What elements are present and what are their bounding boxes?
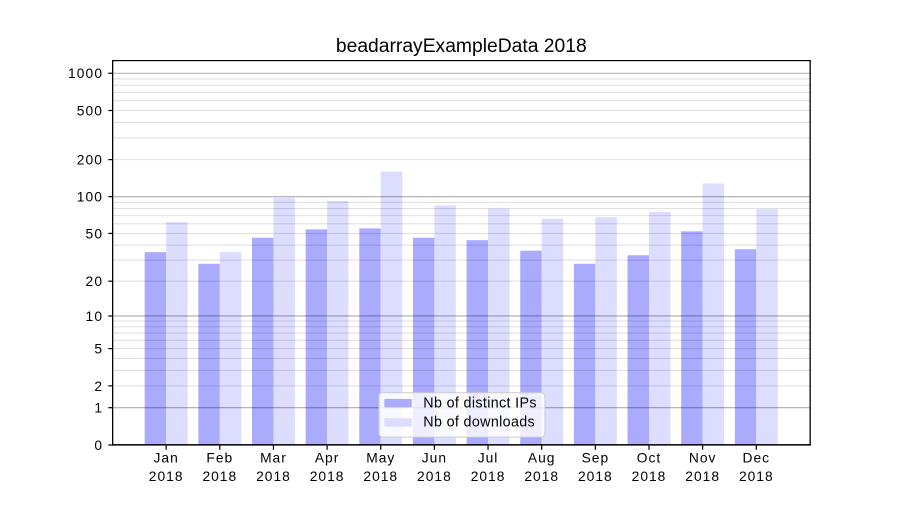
svg-text:5: 5	[94, 341, 103, 356]
svg-text:0: 0	[94, 438, 103, 453]
svg-text:Jul: Jul	[478, 451, 499, 466]
svg-text:1000: 1000	[68, 66, 103, 81]
svg-text:2018: 2018	[256, 469, 291, 484]
svg-text:200: 200	[77, 153, 103, 168]
svg-text:Feb: Feb	[206, 451, 233, 466]
svg-text:Nov: Nov	[689, 451, 717, 466]
svg-text:Sep: Sep	[582, 451, 610, 466]
svg-text:2018: 2018	[632, 469, 667, 484]
svg-text:2: 2	[94, 379, 103, 394]
svg-text:Jun: Jun	[422, 451, 447, 466]
svg-text:Nb of distinct IPs: Nb of distinct IPs	[423, 395, 537, 411]
svg-text:beadarrayExampleData 2018: beadarrayExampleData 2018	[336, 36, 587, 57]
svg-text:2018: 2018	[524, 469, 559, 484]
svg-text:Oct: Oct	[637, 451, 661, 466]
svg-text:2018: 2018	[739, 469, 774, 484]
svg-text:Mar: Mar	[260, 451, 287, 466]
svg-text:2018: 2018	[471, 469, 506, 484]
svg-text:2018: 2018	[578, 469, 613, 484]
svg-text:2018: 2018	[149, 469, 184, 484]
svg-text:May: May	[366, 451, 395, 466]
svg-text:2018: 2018	[310, 469, 345, 484]
svg-text:50: 50	[86, 226, 104, 241]
svg-text:2018: 2018	[363, 469, 398, 484]
svg-text:500: 500	[77, 103, 103, 118]
svg-text:Aug: Aug	[528, 451, 556, 466]
svg-text:Jan: Jan	[154, 451, 179, 466]
svg-text:2018: 2018	[417, 469, 452, 484]
svg-text:2018: 2018	[685, 469, 720, 484]
svg-text:1: 1	[94, 401, 103, 416]
svg-text:Dec: Dec	[743, 451, 771, 466]
svg-text:2018: 2018	[202, 469, 237, 484]
svg-text:Apr: Apr	[315, 451, 339, 466]
svg-text:20: 20	[86, 274, 104, 289]
svg-text:10: 10	[86, 309, 104, 324]
svg-text:100: 100	[77, 190, 103, 205]
svg-text:Nb of downloads: Nb of downloads	[423, 415, 535, 431]
